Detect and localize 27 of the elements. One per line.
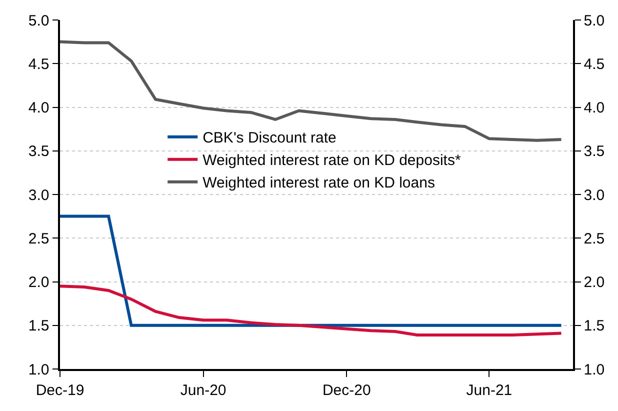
y2-tick-label: 4.0 <box>584 100 605 116</box>
y-tick-label: 4.0 <box>28 100 50 116</box>
y2-tick-label: 2.0 <box>584 274 605 291</box>
legend-label: Weighted interest rate on KD loans <box>202 174 435 192</box>
x-tick-label: Jun-21 <box>466 382 512 399</box>
y-tick-label: 2.0 <box>28 274 50 291</box>
legend-label: CBK's Discount rate <box>202 130 336 147</box>
y-tick-label: 3.5 <box>28 143 50 160</box>
y2-tick-label: 1.5 <box>584 318 605 335</box>
y-tick-label: 5.0 <box>28 12 50 30</box>
y2-tick-label: 3.0 <box>584 186 605 204</box>
y-tick-label: 3.0 <box>28 186 50 204</box>
line-series <box>60 40 563 142</box>
y2-tick-label: 5.0 <box>584 12 605 30</box>
y2-tick-label: 1.0 <box>584 361 605 378</box>
y-tick-label: 4.5 <box>28 56 50 73</box>
y2-tick-label: 3.5 <box>584 143 605 160</box>
y-tick-label: 1.0 <box>28 361 50 378</box>
x-tick-label: Dec-20 <box>322 382 371 399</box>
legend-label: Weighted interest rate on KD deposits* <box>202 152 461 170</box>
line-series <box>60 284 563 336</box>
y-tick-label: 2.5 <box>28 230 50 248</box>
y-tick-label: 1.5 <box>28 318 50 335</box>
x-tick-label: Jun-20 <box>180 382 226 399</box>
y2-tick-label: 4.5 <box>584 56 605 73</box>
y2-tick-label: 2.5 <box>584 230 605 248</box>
x-tick-label: Dec-19 <box>36 382 84 399</box>
